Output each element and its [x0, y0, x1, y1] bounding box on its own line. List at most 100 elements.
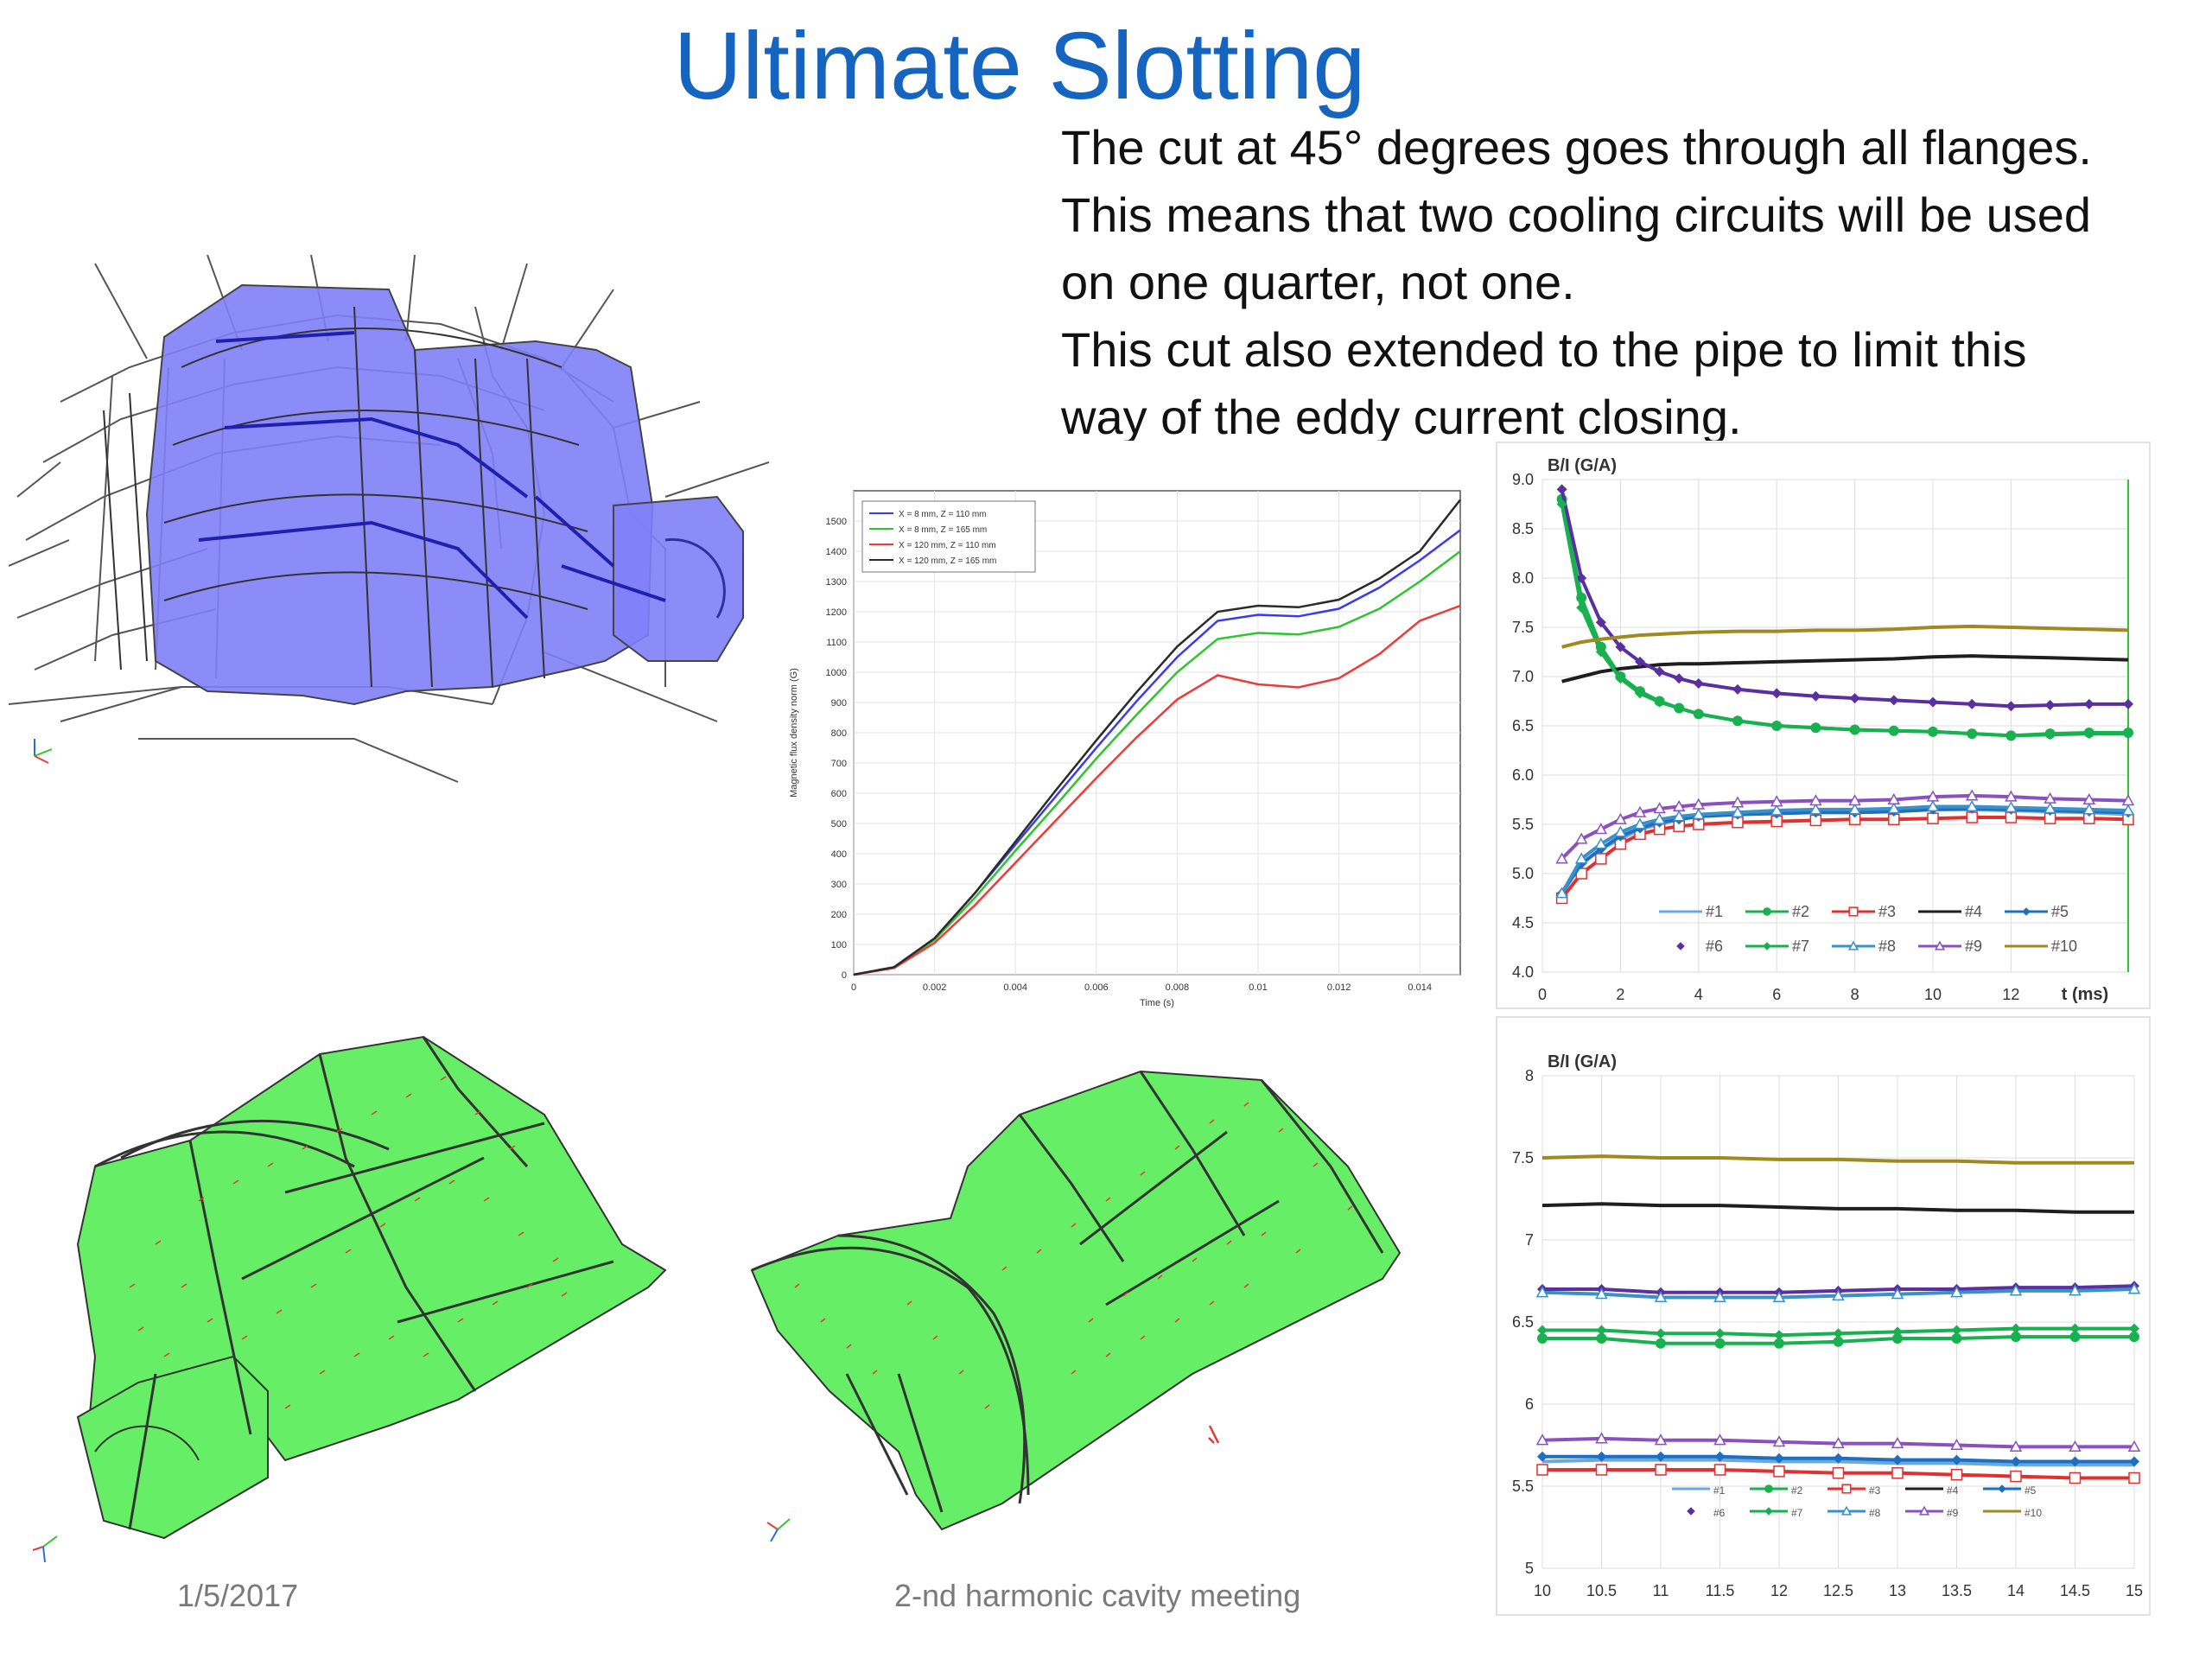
data-point — [1810, 722, 1821, 734]
data-point — [2044, 802, 2056, 814]
data-point — [1810, 690, 1821, 702]
data-point — [1595, 1287, 1608, 1300]
x-tick-label: 0.004 — [1003, 982, 1027, 993]
y-tick-label: 100 — [831, 940, 847, 950]
data-point — [1595, 646, 1606, 658]
data-point — [1672, 799, 1686, 812]
x-tick-label: 0.01 — [1249, 982, 1267, 993]
data-point — [1927, 812, 1939, 824]
y-tick-label: 1300 — [826, 577, 847, 588]
x-tick-label: 0.002 — [923, 982, 947, 993]
data-point — [1888, 725, 1899, 736]
data-point — [1950, 1468, 1963, 1481]
footer-event: 2-nd harmonic cavity meeting — [894, 1578, 1301, 1613]
y-tick-label: 8 — [1525, 1067, 1534, 1084]
data-point — [1774, 1452, 1784, 1464]
data-point — [1732, 715, 1743, 727]
y-tick-label: 5.5 — [1512, 1478, 1534, 1495]
data-point — [1891, 1287, 1904, 1300]
legend-label: X = 120 mm, Z = 110 mm — [899, 541, 996, 550]
y-tick-label: 1100 — [826, 638, 847, 648]
y-tick-label: 0 — [842, 970, 847, 981]
data-point — [1833, 1452, 1844, 1464]
y-tick-label: 8.0 — [1512, 569, 1534, 587]
x-tick-label: 4 — [1694, 986, 1703, 1003]
data-point — [1848, 794, 1861, 806]
bi-chart-full: 4.0 4.5 5.0 5.5 6.0 6.5 7.0 7.5 8.0 8.5 9.0 0 2 4 6 8 10… — [1496, 442, 2151, 1009]
x-tick-label: 0 — [1538, 986, 1547, 1003]
data-point — [2129, 1323, 2139, 1334]
data-point — [1674, 702, 1685, 714]
legend-label: #5 — [2051, 903, 2069, 920]
series-line — [853, 550, 1461, 976]
x-tick-label: 10 — [1924, 986, 1942, 1003]
data-point — [1764, 1507, 1773, 1516]
legend-label: X = 120 mm, Z = 165 mm — [899, 556, 996, 566]
data-point — [1614, 825, 1627, 837]
y-tick-label: 1500 — [826, 517, 847, 527]
data-point — [1537, 1451, 1548, 1462]
legend-label: #7 — [1792, 938, 1809, 955]
legend-label: #8 — [1869, 1507, 1881, 1519]
description-text: The cut at 45° degrees goes through all … — [1061, 114, 2210, 441]
data-point — [1535, 1286, 1549, 1298]
x-axis-label: t (ms) — [2062, 985, 2108, 1004]
data-point — [1731, 805, 1745, 817]
data-point — [1656, 1328, 1666, 1339]
legend-label: #3 — [1869, 1484, 1881, 1497]
data-point — [1887, 802, 1901, 814]
data-point — [1965, 789, 1979, 801]
data-point — [1731, 796, 1745, 808]
legend-label: #9 — [1947, 1507, 1959, 1519]
y-tick-label: 400 — [831, 849, 847, 860]
x-tick-label: 6 — [1772, 986, 1781, 1003]
data-point — [1714, 1328, 1726, 1339]
data-point — [1713, 1464, 1726, 1476]
data-point — [1574, 852, 1588, 864]
data-point — [1773, 1465, 1785, 1478]
y-tick-label: 600 — [831, 789, 847, 799]
y-tick-label: 700 — [831, 759, 847, 769]
data-point — [1556, 499, 1567, 510]
data-point — [1693, 677, 1704, 689]
y-tick-label: 1400 — [826, 547, 847, 557]
legend-label: #2 — [1791, 1484, 1803, 1497]
paragraph-2: This means that two cooling circuits wil… — [1061, 188, 2092, 242]
x-tick-label: 11 — [1653, 1582, 1669, 1599]
data-point — [2011, 1323, 2021, 1334]
data-point — [1966, 811, 1978, 823]
data-point — [1832, 1289, 1845, 1301]
x-tick-label: 11.5 — [1706, 1582, 1735, 1599]
y-tick-label: 6.5 — [1512, 1313, 1534, 1331]
legend-label: #10 — [2024, 1507, 2042, 1519]
data-point — [1595, 1464, 1608, 1476]
data-point — [1596, 1333, 1607, 1344]
x-tick-label: 14.5 — [2060, 1582, 2090, 1599]
data-point — [1832, 1437, 1845, 1449]
data-point — [1763, 907, 1771, 916]
data-point — [2044, 700, 2056, 711]
legend-label: #4 — [1947, 1484, 1959, 1497]
y-tick-label: 7.5 — [1512, 619, 1534, 636]
data-point — [1595, 853, 1607, 865]
data-point — [2011, 1332, 2021, 1343]
data-point — [1841, 1484, 1852, 1494]
data-point — [2129, 1332, 2139, 1343]
legend-label: #9 — [1965, 938, 1982, 955]
series-line — [1561, 654, 2129, 683]
y-axis-label: B/I (G/A) — [1548, 1052, 1617, 1071]
data-point — [1596, 1451, 1607, 1462]
data-point — [1887, 792, 1901, 805]
bi-chart-zoom: 5 5.5 6 6.5 7 7.5 8 10 10.5 11 11.5 12 12.5 13 13.5 14 1… — [1496, 1016, 2151, 1616]
x-tick-label: 10.5 — [1586, 1582, 1617, 1599]
data-point — [1576, 573, 1587, 583]
data-point — [1654, 696, 1665, 708]
y-axis-label: Magnetic flux density norm (G) — [789, 668, 799, 798]
data-point — [2044, 729, 2056, 741]
data-point — [1763, 942, 1771, 950]
data-point — [2083, 698, 2094, 709]
legend-label: #10 — [2051, 938, 2077, 955]
data-point — [1655, 1464, 1667, 1476]
data-point — [2127, 1282, 2141, 1294]
data-point — [1537, 1333, 1548, 1344]
